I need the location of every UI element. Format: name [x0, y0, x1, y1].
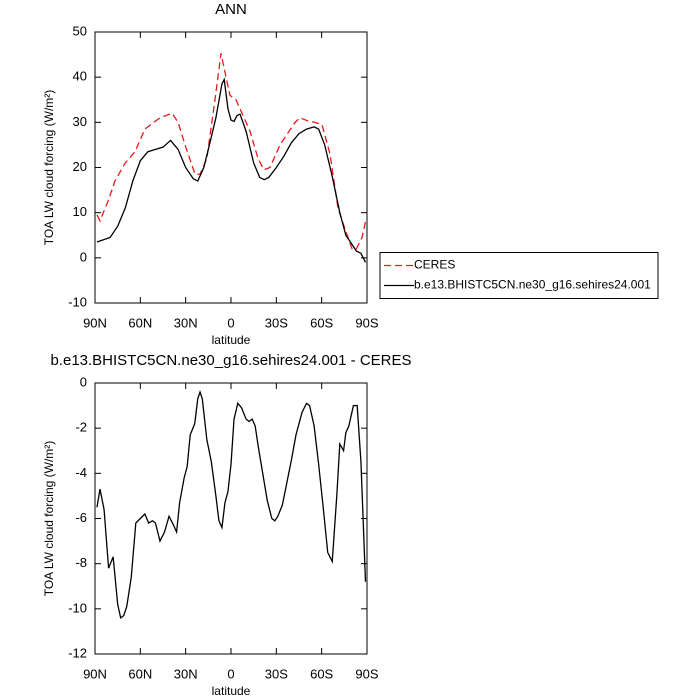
y-tick-label: 0 — [80, 249, 87, 264]
y-tick-label: -8 — [75, 555, 87, 570]
legend-label: b.e13.BHISTC5CN.ne30_g16.sehires24.001 — [414, 278, 651, 292]
x-axis-label: latitude — [212, 684, 251, 698]
y-tick-label: 0 — [80, 374, 87, 389]
x-tick-label: 30S — [265, 315, 288, 330]
plot-frame — [94, 382, 368, 655]
x-tick-label: 60S — [310, 666, 333, 681]
y-axis-label: TOA LW cloud forcing (W/m²) — [42, 441, 56, 597]
x-tick-label: 0 — [227, 315, 234, 330]
legend-box — [379, 252, 659, 299]
x-tick-label: 60N — [128, 666, 152, 681]
chart-title: b.e13.BHISTC5CN.ne30_g16.sehires24.001 -… — [50, 352, 411, 369]
y-tick-label: -12 — [68, 645, 87, 660]
x-tick-label: 60N — [128, 315, 152, 330]
chart-title: ANN — [215, 1, 247, 18]
y-tick-label: 50 — [73, 23, 87, 38]
x-tick-label: 0 — [227, 666, 234, 681]
data-line — [96, 77, 367, 263]
x-tick-label: 30S — [265, 666, 288, 681]
legend-label: CERES — [414, 258, 455, 272]
x-tick-label: 30N — [174, 315, 198, 330]
data-line — [96, 389, 367, 619]
x-tick-label: 60S — [310, 315, 333, 330]
y-tick-label: -6 — [75, 510, 87, 525]
x-axis-label: latitude — [212, 333, 251, 347]
y-axis-label: TOA LW cloud forcing (W/m²) — [42, 90, 56, 246]
y-tick-label: 10 — [73, 204, 87, 219]
y-tick-label: 40 — [73, 69, 87, 84]
x-tick-label: 90N — [83, 666, 107, 681]
x-tick-label: 30N — [174, 666, 198, 681]
y-tick-label: -4 — [75, 465, 87, 480]
x-tick-label: 90S — [355, 315, 378, 330]
y-tick-label: -10 — [68, 294, 87, 309]
y-tick-label: -2 — [75, 420, 87, 435]
plot-frame — [94, 31, 368, 304]
y-tick-label: 20 — [73, 159, 87, 174]
y-tick-label: 30 — [73, 114, 87, 129]
x-tick-label: 90N — [83, 315, 107, 330]
y-tick-label: -10 — [68, 600, 87, 615]
data-line — [96, 53, 367, 251]
x-tick-label: 90S — [355, 666, 378, 681]
